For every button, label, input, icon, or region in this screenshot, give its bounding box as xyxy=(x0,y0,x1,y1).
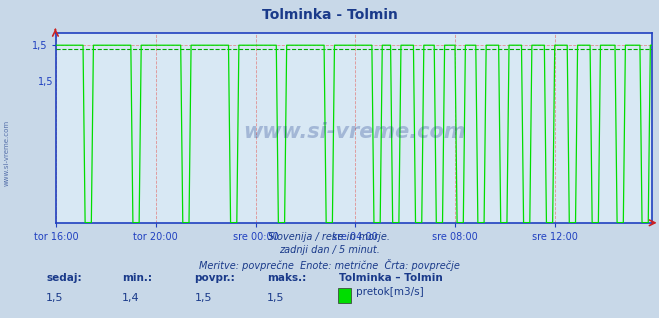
Text: Meritve: povprečne  Enote: metrične  Črta: povprečje: Meritve: povprečne Enote: metrične Črta:… xyxy=(199,259,460,271)
Text: 1,5: 1,5 xyxy=(194,293,212,302)
Text: 1,5: 1,5 xyxy=(46,293,64,302)
Text: sedaj:: sedaj: xyxy=(46,273,82,283)
Text: Tolminka – Tolmin: Tolminka – Tolmin xyxy=(339,273,443,283)
Text: zadnji dan / 5 minut.: zadnji dan / 5 minut. xyxy=(279,245,380,255)
Text: Tolminka - Tolmin: Tolminka - Tolmin xyxy=(262,8,397,22)
Text: povpr.:: povpr.: xyxy=(194,273,235,283)
Text: 1,5: 1,5 xyxy=(38,77,53,87)
Text: Slovenija / reke in morje.: Slovenija / reke in morje. xyxy=(268,232,391,241)
Text: pretok[m3/s]: pretok[m3/s] xyxy=(356,287,424,297)
Text: www.si-vreme.com: www.si-vreme.com xyxy=(243,122,465,142)
Text: www.si-vreme.com: www.si-vreme.com xyxy=(4,120,10,186)
Text: 1,4: 1,4 xyxy=(122,293,140,302)
Text: 1,5: 1,5 xyxy=(267,293,285,302)
Text: maks.:: maks.: xyxy=(267,273,306,283)
Text: min.:: min.: xyxy=(122,273,152,283)
